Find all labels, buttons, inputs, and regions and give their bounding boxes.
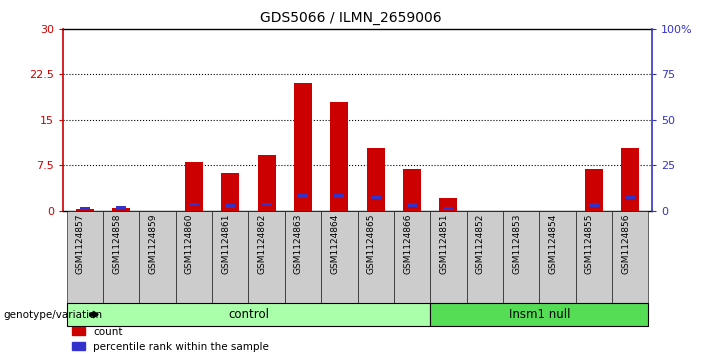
Text: GSM1124862: GSM1124862 [258,213,266,274]
Text: GSM1124858: GSM1124858 [112,213,121,274]
Bar [585,170,603,211]
Text: GSM1124852: GSM1124852 [476,213,484,274]
Text: GSM1124863: GSM1124863 [294,213,303,274]
Text: GSM1124859: GSM1124859 [149,213,158,274]
Text: GSM1124864: GSM1124864 [330,213,339,274]
Bar [257,155,275,211]
Text: GSM1124855: GSM1124855 [585,213,594,274]
Bar [589,203,599,207]
Bar [112,208,130,211]
Text: GSM1124856: GSM1124856 [621,213,630,274]
Bar [443,207,454,211]
Bar [334,194,344,198]
Bar [80,207,90,211]
Bar [371,196,381,199]
Text: GSM1124854: GSM1124854 [548,213,557,274]
Text: GSM1124861: GSM1124861 [222,213,231,274]
Text: genotype/variation: genotype/variation [4,310,102,319]
Bar [222,173,239,211]
Bar [407,203,417,207]
Bar [298,194,308,198]
Text: Insm1 null: Insm1 null [508,308,570,321]
Bar [185,162,203,211]
Bar [330,102,348,211]
Text: GSM1124865: GSM1124865 [367,213,376,274]
Text: GSM1124860: GSM1124860 [185,213,194,274]
Bar [261,203,271,206]
Legend: count, percentile rank within the sample: count, percentile rank within the sample [68,322,273,356]
Bar [76,209,94,211]
Text: GSM1124851: GSM1124851 [440,213,449,274]
Text: GSM1124866: GSM1124866 [403,213,412,274]
Bar [440,199,458,211]
Bar [621,148,639,211]
Bar [403,170,421,211]
Text: control: control [228,308,269,321]
Bar [367,148,385,211]
Text: GSM1124853: GSM1124853 [512,213,521,274]
Bar [625,196,635,200]
Text: GSM1124857: GSM1124857 [76,213,85,274]
Text: GDS5066 / ILMN_2659006: GDS5066 / ILMN_2659006 [259,11,442,25]
Bar [116,206,126,209]
Bar [189,203,199,207]
Bar [294,83,312,211]
Bar [225,204,236,208]
